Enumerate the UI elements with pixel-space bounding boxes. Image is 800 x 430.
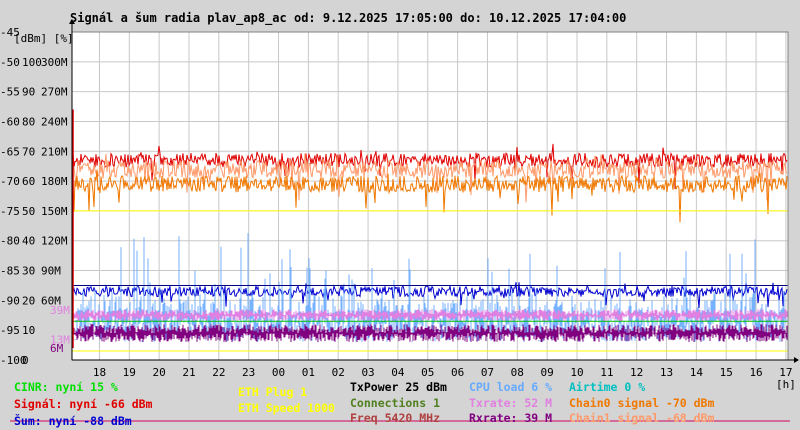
x-tick-label: 07 bbox=[481, 366, 494, 379]
x-tick-label: 18 bbox=[93, 366, 106, 379]
legend-txrate: Txrate: 52 M bbox=[469, 396, 553, 410]
legend-rxrate: Rxrate: 39 M bbox=[469, 411, 553, 425]
x-tick-label: 14 bbox=[690, 366, 704, 379]
legend-noise: Šum: nyní -88 dBm bbox=[14, 414, 132, 428]
plot-area bbox=[72, 32, 788, 360]
y-tick-rate: 120M bbox=[41, 235, 68, 248]
y-unit-label: [dBm] [%] bbox=[14, 32, 74, 45]
y-tick-pct: 100 bbox=[22, 56, 42, 69]
series--um bbox=[71, 282, 788, 309]
x-tick-label: 22 bbox=[212, 366, 225, 379]
y-tick-rate: 240M bbox=[41, 115, 68, 128]
y-tick-rate: 210M bbox=[41, 145, 68, 158]
y-tick-pct: 20 bbox=[22, 294, 35, 307]
x-tick-label: 20 bbox=[153, 366, 166, 379]
y-tick-pct: 30 bbox=[22, 265, 35, 278]
y-tick-dbm: -100 bbox=[0, 354, 27, 367]
legend-cinr: CINR: nyní 15 % bbox=[14, 380, 118, 394]
x-tick-label: 10 bbox=[570, 366, 583, 379]
y-tick-dbm: -60 bbox=[0, 115, 20, 128]
y-tick-dbm: -50 bbox=[0, 56, 20, 69]
legend-signal: Signál: nyní -66 dBm bbox=[14, 397, 153, 411]
y-tick-dbm: -95 bbox=[0, 324, 20, 337]
x-axis-arrow bbox=[794, 357, 799, 363]
series-chain1-signal bbox=[71, 153, 788, 203]
legend-chain0: Chain0 signal -70 dBm bbox=[569, 396, 715, 410]
x-tick-label: 02 bbox=[332, 366, 345, 379]
x-tick-label: 21 bbox=[182, 366, 195, 379]
y-tick-pct: 80 bbox=[22, 115, 35, 128]
legend-eth-plug: ETH Plug 1 bbox=[238, 385, 308, 399]
y-tick-rate: 90M bbox=[41, 265, 61, 278]
x-tick-label: 17 bbox=[779, 366, 792, 379]
y-tick-dbm: -80 bbox=[0, 235, 20, 248]
y-tick-pct: 60 bbox=[22, 175, 35, 188]
y-tick-pct: 40 bbox=[22, 235, 35, 248]
chart-title: Signál a šum radia plav_ap8_ac od: 9.12.… bbox=[70, 11, 627, 25]
y-tick-pct: 0 bbox=[22, 354, 29, 367]
side-mark-39m: 39M bbox=[50, 304, 70, 317]
x-tick-label: 04 bbox=[391, 366, 405, 379]
series-chain0-signal bbox=[71, 169, 788, 223]
legend-txpower: TxPower 25 dBm bbox=[350, 380, 447, 394]
y-tick-pct: 10 bbox=[22, 324, 35, 337]
y-tick-rate: 270M bbox=[41, 86, 68, 99]
x-tick-label: 09 bbox=[541, 366, 554, 379]
y-tick-rate: 150M bbox=[41, 205, 68, 218]
legend-chain1: Chain1 signal -68 dBm bbox=[569, 411, 715, 425]
y-tick-dbm: -65 bbox=[0, 145, 20, 158]
series-sign-l bbox=[71, 143, 788, 189]
x-tick-label: 00 bbox=[272, 366, 285, 379]
x-tick-label: 16 bbox=[749, 366, 762, 379]
legend-eth-speed: ETH Speed 1000 bbox=[238, 401, 335, 415]
x-tick-label: 23 bbox=[242, 366, 255, 379]
legend-freq: Freq 5420 MHz bbox=[350, 411, 441, 425]
y-tick-dbm: -85 bbox=[0, 265, 20, 278]
x-tick-label: 01 bbox=[302, 366, 315, 379]
side-mark-6m: 6M bbox=[50, 342, 64, 355]
y-tick-rate: 60M bbox=[41, 294, 61, 307]
y-tick-pct: 90 bbox=[22, 86, 35, 99]
y-tick-rate: 300M bbox=[41, 56, 68, 69]
y-tick-pct: 70 bbox=[22, 145, 35, 158]
x-tick-label: 08 bbox=[511, 366, 524, 379]
x-tick-label: 19 bbox=[123, 366, 136, 379]
legend-cpu: CPU load 6 % bbox=[469, 380, 553, 394]
legend-airtime: Airtime 0 % bbox=[569, 380, 646, 394]
x-tick-label: 03 bbox=[361, 366, 374, 379]
y-tick-dbm: -55 bbox=[0, 86, 20, 99]
y-tick-pct: 50 bbox=[22, 205, 35, 218]
x-tick-label: 06 bbox=[451, 366, 464, 379]
x-tick-label: 12 bbox=[630, 366, 643, 379]
legend-connections: Connections 1 bbox=[350, 396, 441, 410]
y-axis-arrow bbox=[69, 19, 75, 24]
y-tick-dbm: -75 bbox=[0, 205, 20, 218]
x-tick-label: 11 bbox=[600, 366, 613, 379]
x-unit-label: [h] bbox=[776, 378, 796, 391]
y-tick-dbm: -90 bbox=[0, 294, 20, 307]
side-mark-13m: 13M bbox=[50, 333, 70, 346]
x-tick-label: 15 bbox=[720, 366, 733, 379]
y-tick-rate: 180M bbox=[41, 175, 68, 188]
y-tick-dbm: -45 bbox=[0, 26, 20, 39]
x-tick-label: 13 bbox=[660, 366, 673, 379]
x-tick-label: 05 bbox=[421, 366, 434, 379]
y-tick-dbm: -70 bbox=[0, 175, 20, 188]
